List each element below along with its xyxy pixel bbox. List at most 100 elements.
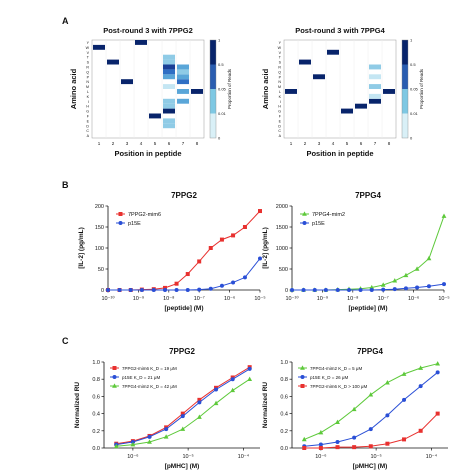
data-point-triangle — [401, 371, 407, 376]
heatmap-title: Post-round 3 with 7PPG2 — [103, 26, 193, 35]
colorbar-segment — [210, 64, 216, 89]
colorbar-segment — [210, 89, 216, 114]
heatmap-y-tick-label: A — [87, 134, 90, 138]
heatmap-y-tick-label: V — [279, 51, 282, 55]
x-tick-label: 10⁻⁷ — [378, 295, 389, 302]
heatmap-y-tick-label: E — [87, 119, 90, 123]
heatmap-y-axis-label: Amino acid — [261, 68, 270, 109]
heatmap-y-tick-label: A — [279, 134, 282, 138]
heatmap-y-tick-label: K — [87, 95, 90, 99]
heatmap-y-tick-label: D — [278, 124, 281, 128]
y-tick-label: 1.0 — [280, 360, 288, 366]
heatmap-y-tick-label: N — [86, 80, 89, 84]
data-point-square — [231, 233, 236, 238]
data-point-circle — [426, 284, 431, 289]
data-point-circle — [312, 288, 317, 292]
heatmap-cell — [191, 89, 203, 94]
x-tick-label: 10⁻¹⁰ — [101, 295, 115, 302]
data-point-triangle — [418, 365, 424, 370]
data-point-circle — [185, 288, 190, 292]
heatmap-cell — [177, 89, 189, 94]
x-tick-label: 10⁻¹⁰ — [285, 295, 299, 302]
legend-entry: p15E K_D = 26 μM — [310, 375, 348, 380]
colorbar-segment — [402, 64, 408, 89]
heatmap-y-tick-label: H — [86, 105, 89, 109]
data-point-circle — [415, 285, 420, 290]
heatmap-cell — [163, 108, 175, 114]
heatmap-y-tick-label: L — [279, 90, 281, 94]
data-point-square — [163, 285, 168, 290]
heatmap-x-tick-label: 3 — [318, 141, 321, 146]
heatmap-cell — [313, 74, 325, 80]
data-point-circle — [381, 287, 386, 292]
data-point-circle — [290, 288, 294, 292]
legend-entry: 7PPG4-mim2 K_D = 42 μM — [122, 384, 177, 389]
colorbar-tick-label: 0.01 — [410, 111, 419, 116]
x-tick-label: 10⁻⁶ — [408, 295, 419, 302]
data-point-circle — [219, 283, 224, 288]
y-tick-label: 0.0 — [280, 446, 288, 452]
data-point-triangle — [130, 441, 136, 447]
x-tick-label: 10⁻⁵ — [438, 295, 449, 302]
data-point-square — [180, 411, 185, 416]
legend-entry: p15E — [312, 221, 325, 227]
y-tick-label: 0 — [285, 288, 288, 294]
heatmap-x-tick-label: 3 — [126, 141, 129, 146]
data-point-circle — [418, 384, 423, 389]
heatmap-y-tick-label: T — [279, 56, 282, 60]
data-point-triangle — [197, 414, 202, 419]
data-point-triangle — [113, 443, 119, 449]
data-point-triangle — [441, 213, 447, 218]
x-tick-label: 10⁻⁵ — [254, 295, 265, 302]
legend-entry: 7PPG4-mim2 K_D = 5 μM — [310, 366, 362, 371]
data-point-circle — [300, 375, 305, 379]
y-tick-label: 150 — [95, 225, 104, 231]
x-tick-label: 10⁻⁸ — [163, 295, 174, 302]
y-tick-label: 0.8 — [280, 377, 288, 383]
heatmap-cell — [163, 103, 175, 109]
data-point-triangle — [385, 380, 390, 385]
heatmap-cell — [149, 113, 161, 119]
heatmap-x-axis-label: Position in peptide — [306, 149, 373, 158]
data-point-triangle — [147, 439, 152, 444]
data-point-circle — [112, 375, 117, 379]
y-axis-label: Normalized RU — [262, 382, 269, 429]
heatmap-y-tick-label: K — [279, 95, 282, 99]
data-point-circle — [147, 434, 152, 439]
x-tick-label: 10⁻⁶ — [224, 295, 235, 302]
heatmap-y-tick-label: Q — [278, 70, 281, 74]
heatmap-y-tick-label: I — [280, 100, 281, 104]
heatmap-y-tick-label: I — [88, 100, 89, 104]
x-axis-label: [pMHC] (M) — [353, 463, 388, 470]
heatmap-cell — [163, 118, 175, 124]
data-point-circle — [151, 288, 156, 292]
data-point-circle — [302, 221, 307, 225]
data-point-circle — [197, 287, 202, 292]
data-point-triangle — [302, 211, 307, 216]
data-point-triangle — [426, 255, 432, 261]
colorbar-segment — [402, 40, 408, 65]
data-point-circle — [369, 288, 374, 292]
data-point-circle — [208, 286, 213, 291]
legend-entry: 7PPG2-mim6 — [128, 212, 161, 218]
data-point-circle — [214, 387, 219, 392]
legend-entry: p15E — [128, 221, 141, 227]
heatmap-y-tick-label: F — [279, 114, 282, 118]
data-point-square — [385, 441, 390, 446]
chart-title: 7PPG4 — [355, 191, 381, 200]
data-point-square — [435, 411, 440, 416]
heatmap-y-tick-label: Y — [87, 41, 90, 45]
colorbar-tick-label: 0 — [410, 136, 413, 141]
colorbar-tick-label: 1 — [218, 38, 221, 43]
data-point-square — [208, 246, 213, 250]
heatmap-cell — [135, 40, 147, 45]
heatmap-cell — [163, 64, 175, 70]
heatmap-cell — [163, 123, 175, 129]
y-tick-label: 100 — [95, 246, 104, 252]
heatmap-cell — [163, 69, 175, 75]
data-point-circle — [335, 288, 340, 292]
x-tick-label: 10⁻⁷ — [194, 295, 205, 302]
colorbar-tick-label: 0.05 — [410, 87, 419, 92]
data-point-triangle — [301, 436, 307, 442]
